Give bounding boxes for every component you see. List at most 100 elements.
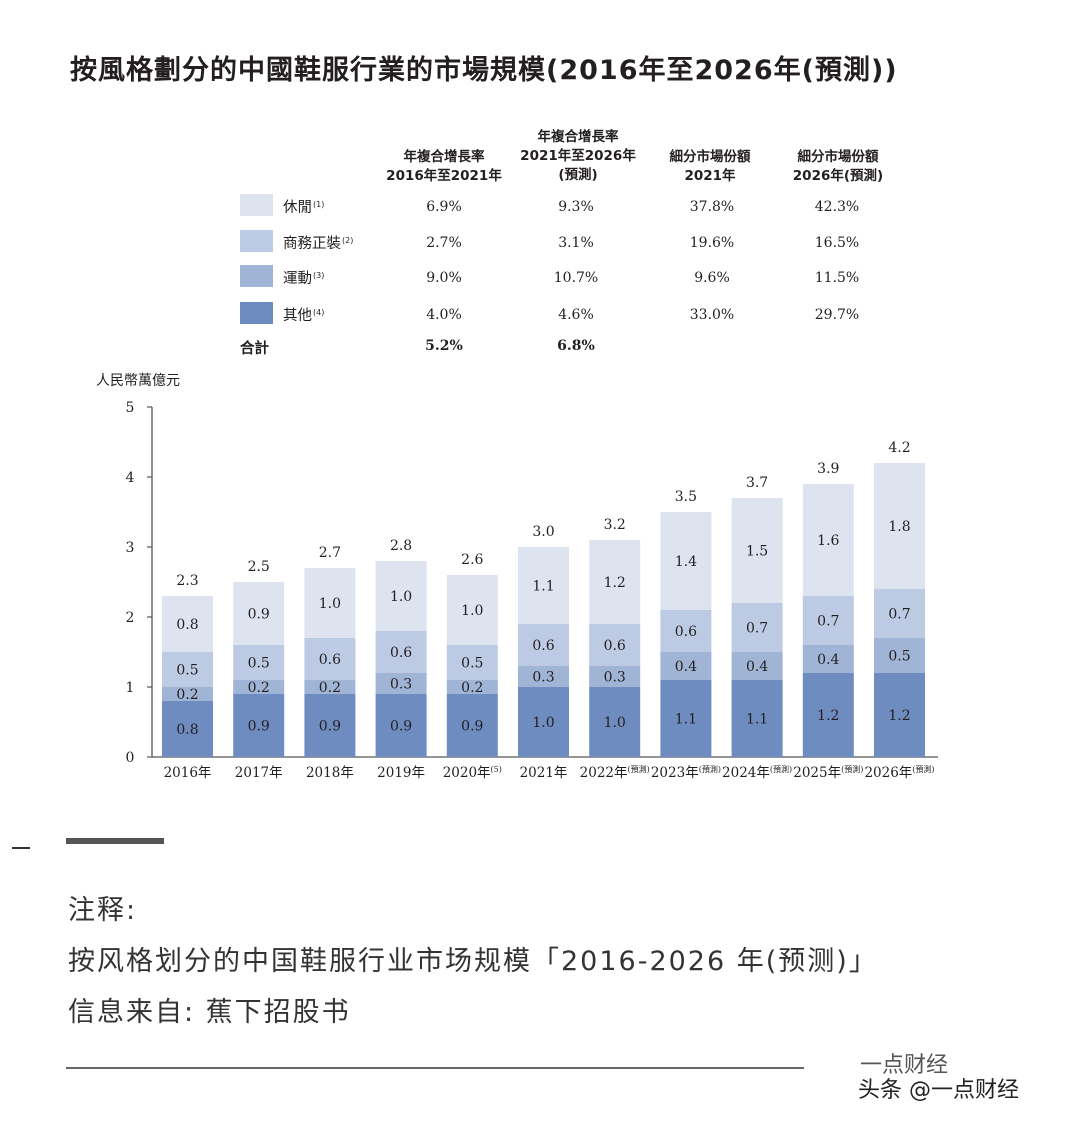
- bar-value-label: 0.3: [532, 670, 554, 686]
- bar-segment: [446, 680, 498, 694]
- total-cagr-2021-2026: 6.8%: [557, 338, 595, 354]
- x-tick-label: 2025年(預測): [793, 764, 863, 781]
- table-cell: 29.7%: [814, 307, 860, 323]
- x-tick-label: 2020年(5): [443, 765, 502, 781]
- y-tick-label: 4: [126, 470, 135, 486]
- y-tick-label: 0: [126, 750, 135, 766]
- chart-title: 按風格劃分的中國鞋服行業的市場規模(2016年至2026年(預測)): [70, 55, 898, 86]
- bar-value-label: 1.0: [390, 589, 412, 605]
- header-share-2026: 細分市場份額 2026年(預測): [792, 149, 884, 184]
- total-label: 合計: [240, 341, 269, 357]
- bar-segment: [375, 673, 427, 694]
- notes-heading: 注释:: [68, 895, 138, 926]
- legend-swatch-business: [240, 230, 273, 252]
- bar-value-label: 1.0: [532, 715, 554, 731]
- bar-segment: [802, 645, 854, 673]
- cagr-table: 年複合增長率 2016年至2021年 年複合增長率 2021年至2026年 (預測) …: [0, 0, 1080, 360]
- bar-value-label: 0.2: [319, 680, 341, 696]
- bar-value-label: 1.2: [817, 708, 839, 724]
- bar-total-label: 2.6: [461, 552, 483, 568]
- table-cell: 2.7%: [426, 235, 462, 251]
- bar-value-label: 1.2: [888, 708, 910, 724]
- bar-total-label: 3.7: [746, 475, 768, 491]
- bar-segment: [446, 694, 498, 757]
- bar-segment: [731, 652, 783, 680]
- table-cell: 42.3%: [814, 199, 860, 215]
- table-cell: 6.9%: [426, 199, 462, 215]
- bar-segment: [304, 638, 356, 680]
- bar-segment: [446, 575, 498, 645]
- bar-value-label: 1.2: [604, 575, 626, 591]
- bar-value-label: 1.0: [319, 596, 341, 612]
- bar-total-label: 2.8: [390, 538, 412, 554]
- bar-segment: [874, 463, 925, 589]
- bar-value-label: 1.5: [746, 544, 768, 560]
- header-cagr-2021-2026: 年複合增長率 2021年至2026年 (預測): [520, 129, 636, 183]
- bar-value-label: 0.5: [888, 649, 910, 665]
- bar-segment: [304, 568, 356, 638]
- bar-segment: [589, 666, 641, 687]
- bar-total-label: 2.7: [319, 545, 341, 561]
- bar-value-label: 1.0: [461, 603, 483, 619]
- legend-label-sports: 運動(3): [283, 271, 325, 287]
- bar-value-label: 0.2: [248, 680, 270, 696]
- bar-total-label: 2.5: [248, 559, 270, 575]
- bar-value-label: 0.9: [319, 719, 341, 735]
- divider-bottom: [66, 1067, 804, 1069]
- bar-value-label: 1.4: [675, 554, 697, 570]
- bar-segment: [660, 652, 712, 680]
- bar-value-label: 0.8: [176, 722, 198, 738]
- bar-value-label: 0.2: [176, 687, 198, 703]
- table-cell: 9.6%: [694, 270, 730, 286]
- bar-value-label: 0.4: [817, 652, 839, 668]
- x-tick-label: 2022年(預測): [580, 764, 650, 781]
- bar-segment: [375, 561, 427, 631]
- x-tick-label: 2024年(預測): [722, 764, 792, 781]
- bar-segment: [874, 673, 925, 757]
- bar-segment: [162, 596, 213, 652]
- bar-segment: [731, 603, 783, 652]
- total-cagr-2016-2021: 5.2%: [425, 338, 463, 354]
- x-tick-label: 2018年: [306, 765, 354, 781]
- x-tick-label: 2023年(預測): [651, 764, 721, 781]
- table-cell: 4.6%: [558, 307, 594, 323]
- x-tick-label: 2019年: [377, 765, 425, 781]
- table-cell: 9.3%: [558, 199, 594, 215]
- table-cell: 33.0%: [689, 307, 735, 323]
- bar-segment: [802, 673, 854, 757]
- bar-segment: [233, 582, 285, 645]
- x-tick-label: 2017年: [235, 765, 283, 781]
- bar-segment: [874, 589, 925, 638]
- bar-segment: [660, 680, 712, 757]
- bar-value-label: 0.2: [461, 680, 483, 696]
- y-axis-label: 人民幣萬億元: [96, 373, 180, 389]
- legend-label-other: 其他(4): [283, 308, 325, 324]
- bar-segment: [162, 652, 213, 687]
- bar-value-label: 1.1: [746, 712, 768, 728]
- bar-segment: [233, 694, 285, 757]
- bar-value-label: 1.1: [532, 579, 554, 595]
- bar-value-label: 0.5: [248, 656, 270, 672]
- bar-segment: [802, 484, 854, 596]
- bar-total-label: 3.0: [532, 524, 554, 540]
- bar-value-label: 0.9: [390, 719, 412, 735]
- bar-segment: [660, 610, 712, 652]
- legend-swatch-other: [240, 302, 273, 324]
- bar-total-label: 3.9: [817, 461, 839, 477]
- notes-line-2: 信息来自: 蕉下招股书: [68, 997, 351, 1028]
- bar-value-label: 0.3: [604, 670, 626, 686]
- bar-segment: [518, 666, 569, 687]
- x-tick-label: 2021年: [520, 765, 568, 781]
- bar-value-label: 1.6: [817, 533, 839, 549]
- bar-value-label: 1.8: [888, 519, 910, 535]
- bar-segment: [446, 645, 498, 680]
- bar-value-label: 0.7: [817, 614, 839, 630]
- bar-value-label: 1.0: [604, 715, 626, 731]
- bar-segment: [589, 687, 641, 757]
- bar-value-label: 0.6: [604, 638, 626, 654]
- bar-segment: [802, 596, 854, 645]
- table-cell: 9.0%: [426, 270, 462, 286]
- table-cell: 16.5%: [814, 235, 860, 251]
- divider-bar: [66, 838, 164, 844]
- y-tick-label: 5: [126, 400, 135, 416]
